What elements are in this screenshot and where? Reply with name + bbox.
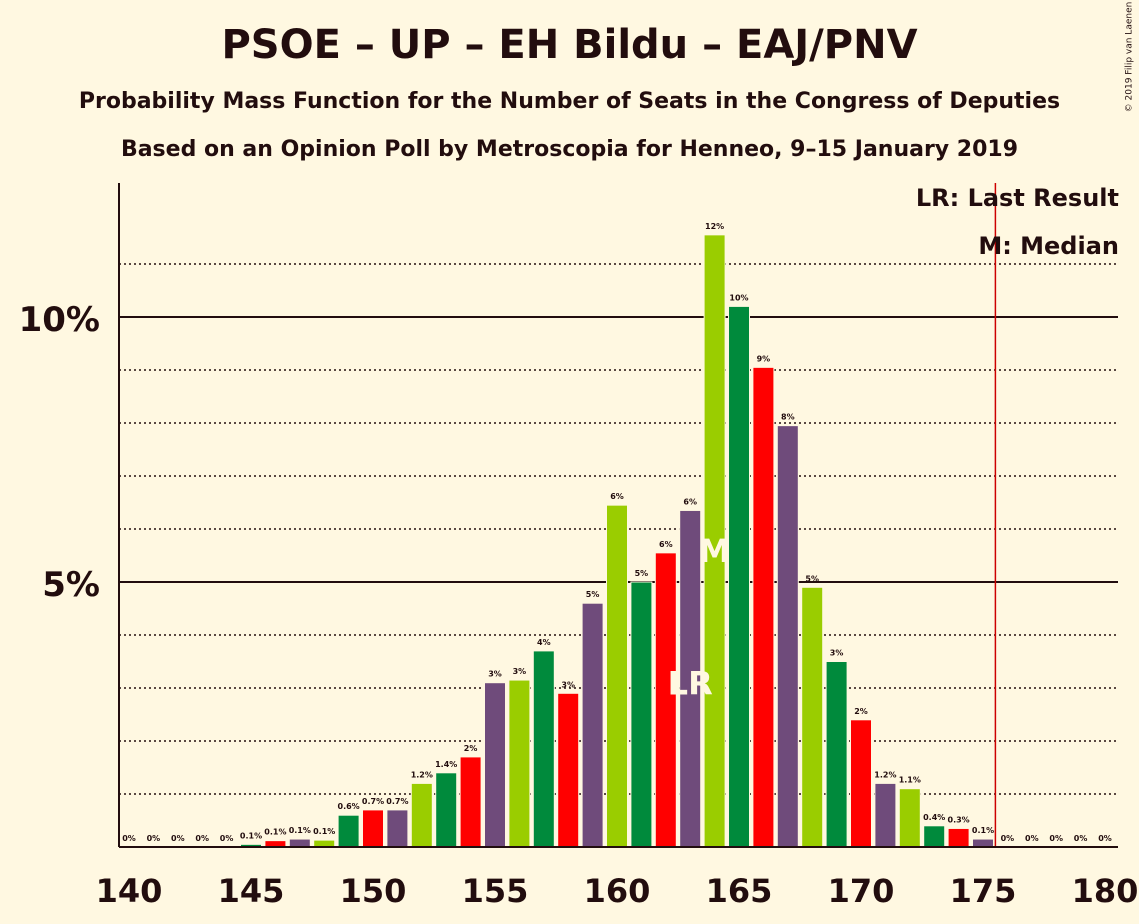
data-label: 0% bbox=[1001, 834, 1015, 843]
bar bbox=[557, 692, 580, 848]
data-label: 5% bbox=[635, 569, 649, 578]
bar bbox=[410, 782, 433, 848]
bar bbox=[606, 504, 628, 848]
bar bbox=[435, 772, 458, 848]
x-tick-label: 145 bbox=[218, 872, 285, 910]
data-label: 0.7% bbox=[362, 797, 384, 806]
chart-title: PSOE – UP – EH Bildu – EAJ/PNV bbox=[221, 22, 918, 68]
bar bbox=[459, 756, 482, 848]
data-label: 0% bbox=[195, 834, 209, 843]
data-label: 0% bbox=[1049, 834, 1063, 843]
data-label: 0% bbox=[220, 834, 234, 843]
data-label: 0.1% bbox=[313, 827, 335, 836]
bar bbox=[972, 838, 994, 848]
bar bbox=[484, 682, 506, 848]
x-tick-label: 170 bbox=[828, 872, 895, 910]
data-label: 0.6% bbox=[338, 802, 360, 811]
x-tick-label: 180 bbox=[1072, 872, 1139, 910]
data-label: 8% bbox=[781, 413, 795, 422]
data-label: 0.3% bbox=[948, 815, 970, 824]
x-tick-label: 165 bbox=[706, 872, 773, 910]
bar bbox=[776, 425, 799, 848]
bar bbox=[337, 814, 360, 848]
data-label: 0.1% bbox=[289, 826, 311, 835]
data-label: 3% bbox=[488, 670, 502, 679]
data-label: 6% bbox=[683, 497, 697, 506]
y-tick-label: 5% bbox=[42, 565, 100, 605]
data-label: 3% bbox=[561, 680, 575, 689]
x-tick-label: 155 bbox=[462, 872, 529, 910]
y-tick-label: 10% bbox=[19, 300, 100, 340]
data-label: 4% bbox=[537, 638, 551, 647]
x-tick-label: 175 bbox=[950, 872, 1017, 910]
data-label: 6% bbox=[659, 540, 673, 549]
data-label: 0% bbox=[147, 834, 161, 843]
bar bbox=[850, 719, 872, 848]
data-label: 1.1% bbox=[899, 776, 921, 785]
data-label: 0% bbox=[1098, 834, 1112, 843]
x-tick-label: 140 bbox=[96, 872, 163, 910]
data-label: 0% bbox=[1074, 834, 1088, 843]
x-tick-label: 160 bbox=[584, 872, 651, 910]
last-result-marker: LR bbox=[668, 665, 713, 703]
data-label: 0% bbox=[171, 834, 185, 843]
bar bbox=[801, 586, 824, 848]
data-label: 9% bbox=[757, 354, 771, 363]
data-label: 0.7% bbox=[386, 797, 408, 806]
data-label: 0.4% bbox=[923, 813, 945, 822]
data-label: 1.2% bbox=[411, 770, 433, 779]
bar bbox=[386, 809, 409, 848]
data-label: 1.2% bbox=[874, 770, 896, 779]
legend-last-result: LR: Last Result bbox=[915, 184, 1119, 212]
data-label: 6% bbox=[610, 492, 624, 501]
bar bbox=[752, 366, 775, 848]
chart-source-line: Based on an Opinion Poll by Metroscopia … bbox=[120, 137, 1019, 162]
data-label: 1.4% bbox=[435, 760, 457, 769]
bar bbox=[313, 839, 336, 848]
bar bbox=[508, 679, 531, 848]
data-label: 3% bbox=[830, 649, 844, 658]
bar bbox=[581, 602, 604, 848]
bar bbox=[947, 827, 970, 848]
bar bbox=[532, 650, 555, 848]
data-label: 12% bbox=[705, 222, 724, 231]
bar bbox=[923, 825, 946, 848]
bar bbox=[874, 782, 897, 848]
bar bbox=[288, 838, 311, 848]
bar bbox=[898, 788, 921, 848]
data-label: 0% bbox=[1025, 834, 1039, 843]
copyright-note: © 2019 Filip van Laenen bbox=[1124, 1, 1135, 113]
legend-median: M: Median bbox=[978, 232, 1119, 260]
data-label: 5% bbox=[586, 590, 600, 599]
data-label: 0.1% bbox=[264, 828, 286, 837]
data-label: 0% bbox=[122, 834, 136, 843]
data-label: 2% bbox=[854, 707, 868, 716]
bar bbox=[825, 661, 848, 848]
median-marker: M bbox=[699, 532, 731, 570]
data-label: 0.1% bbox=[240, 831, 262, 840]
x-tick-label: 150 bbox=[340, 872, 407, 910]
data-label: 10% bbox=[729, 293, 748, 302]
bar bbox=[728, 305, 750, 848]
bar bbox=[630, 581, 653, 848]
data-label: 2% bbox=[464, 744, 478, 753]
bar bbox=[362, 809, 384, 848]
data-label: 0.1% bbox=[972, 826, 994, 835]
chart-subtitle: Probability Mass Function for the Number… bbox=[78, 89, 1061, 114]
data-label: 3% bbox=[513, 667, 527, 676]
data-label: 5% bbox=[805, 574, 819, 583]
